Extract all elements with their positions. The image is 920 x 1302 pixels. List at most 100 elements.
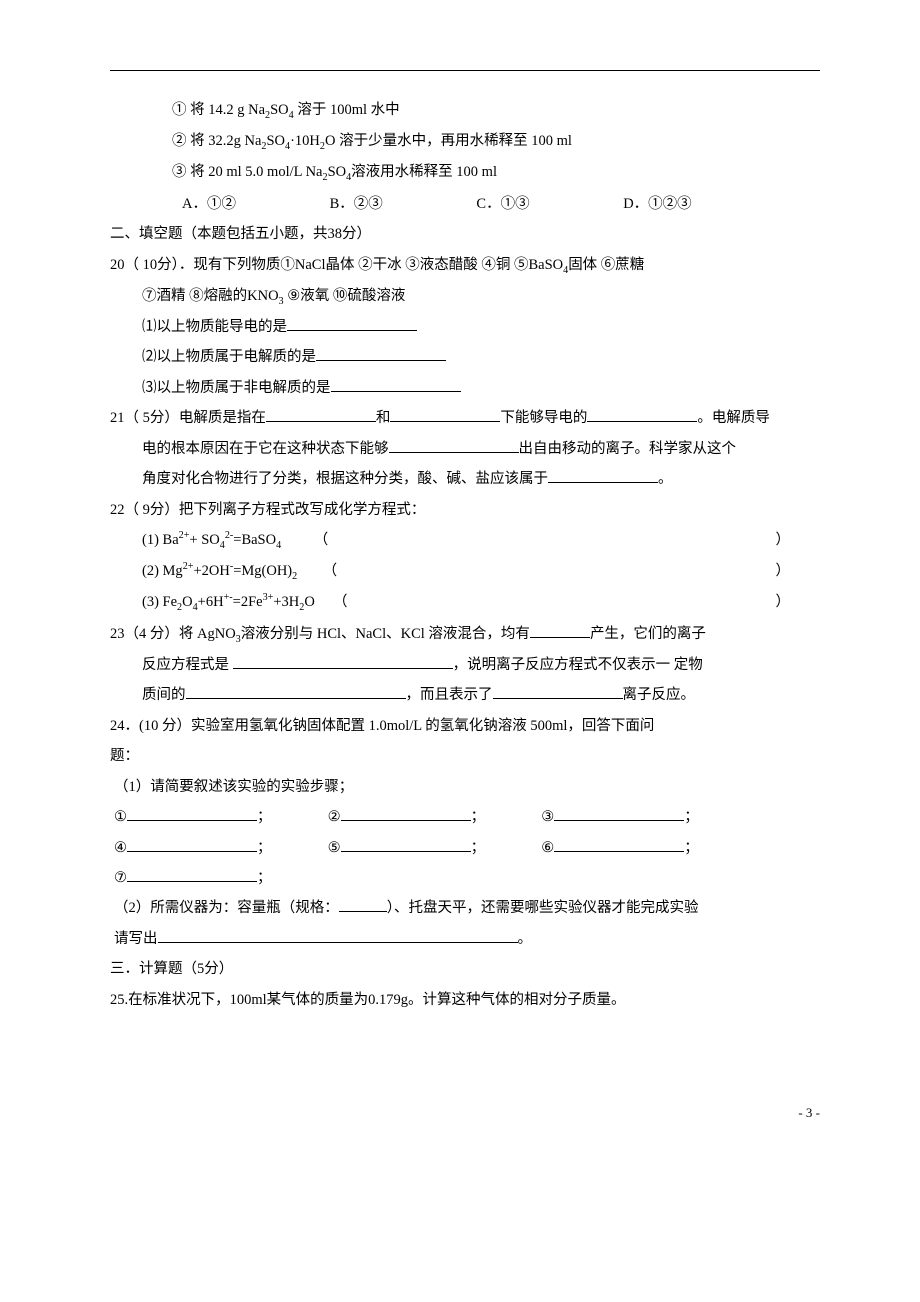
text: =Mg(OH) — [233, 563, 292, 579]
text: ⑨液氧 ⑩硫酸溶液 — [284, 288, 406, 304]
text: 21（ 5分）电解质是指在 — [110, 410, 266, 426]
text: (1) Ba — [142, 532, 179, 548]
q24-steps-row3: ⑦； — [110, 863, 820, 893]
text: 溶于 100ml 水中 — [294, 102, 400, 118]
sub: 2 — [292, 571, 297, 582]
q19-opt1: ① 将 14.2 g Na2SO4 溶于 100ml 水中 — [110, 95, 820, 126]
semi: ； — [684, 809, 699, 825]
sup: +- — [224, 593, 233, 604]
num: ① — [114, 809, 127, 825]
text: (3) Fe — [142, 594, 177, 610]
semi: ； — [684, 840, 699, 856]
text: ）、托盘天平，还需要哪些实验仪器才能完成实验 — [387, 900, 699, 916]
blank — [266, 407, 376, 423]
blank — [233, 653, 453, 669]
q21-line3: 角度对化合物进行了分类，根据这种分类，酸、碱、盐应该属于 。 — [110, 464, 820, 494]
blank — [341, 806, 471, 822]
text: 固体 ⑥蔗糖 — [568, 257, 644, 273]
num: ⑤ — [328, 840, 341, 856]
text: 23（4 分）将 AgNO — [110, 626, 236, 642]
q24-p2-line1: （2）所需仪器为：容量瓶（规格： ）、托盘天平，还需要哪些实验仪器才能完成实验 — [110, 893, 820, 923]
text: 。 — [518, 931, 533, 947]
text: 请写出 — [114, 931, 158, 947]
choice-d: D．①②③ — [623, 189, 691, 219]
blank — [530, 622, 590, 638]
text: 出自由移动的离子。科学家从这个 — [519, 441, 737, 457]
q19-opt2: ② 将 32.2g Na2SO4·10H2O 溶于少量水中，再用水稀释至 100… — [110, 126, 820, 157]
text: O 溶于少量水中，再用水稀释至 100 ml — [325, 133, 572, 149]
q24-line2: 题： — [110, 741, 820, 771]
blank — [548, 468, 658, 484]
text: ⑵以上物质属于电解质的是 — [142, 349, 316, 365]
q20-2: ⑵以上物质属于电解质的是 — [110, 342, 820, 372]
page-footer: - 3 - — [0, 1105, 920, 1121]
blank — [127, 836, 257, 852]
q24-steps-row2: ④； ⑤ ； ⑥； — [110, 833, 820, 863]
blank — [127, 806, 257, 822]
semi: ； — [257, 840, 272, 856]
q24-line1: 24．(10 分）实验室用氢氧化钠固体配置 1.0mol/L 的氢氧化钠溶液 5… — [110, 711, 820, 741]
blank — [554, 806, 684, 822]
q22-eq3: (3) Fe2O4+6H+-=2Fe3++3H2O （ ） — [110, 587, 820, 618]
step-6: ⑥； — [541, 833, 751, 863]
blank — [587, 407, 697, 423]
choice-b: B．②③ — [330, 189, 383, 219]
blank — [127, 866, 257, 882]
blank — [287, 315, 417, 331]
lparen: （ — [333, 594, 348, 610]
blank — [389, 437, 519, 453]
text: =BaSO — [233, 532, 276, 548]
num: ③ — [541, 809, 554, 825]
lparen: （ — [314, 532, 329, 548]
q23-line3: 质间的 ，而且表示了 离子反应。 — [110, 680, 820, 710]
sup: 3+ — [263, 593, 274, 604]
semi: ； — [257, 870, 272, 886]
q25: 25.在标准状况下，100ml某气体的质量为0.179g。计算这种气体的相对分子… — [110, 985, 820, 1015]
semi: ； — [257, 809, 272, 825]
num: ② — [328, 809, 341, 825]
rparen: ） — [776, 525, 791, 555]
step-4: ④； — [114, 833, 324, 863]
q21-line2: 电的根本原因在于它在这种状态下能够出自由移动的离子。科学家从这个 — [110, 434, 820, 464]
text: 溶液分别与 HCl、NaCl、KCl 溶液混合，均有 — [241, 626, 530, 642]
text: ③ 将 20 ml 5.0 mol/L Na — [172, 164, 323, 180]
step-1: ①； — [114, 802, 324, 832]
q19-opt3: ③ 将 20 ml 5.0 mol/L Na2SO4溶液用水稀释至 100 ml — [110, 157, 820, 188]
choice-c: C．①③ — [476, 189, 529, 219]
text: 。 — [658, 471, 673, 487]
q22-eq2: (2) Mg2++2OH-=Mg(OH)2 （ ） — [110, 556, 820, 587]
sup: 2+ — [183, 561, 194, 572]
num: ⑦ — [114, 870, 127, 886]
text: ⑶以上物质属于非电解质的是 — [142, 380, 331, 396]
rparen: ） — [776, 587, 791, 617]
text: 质间的 — [142, 687, 186, 703]
text: SO — [328, 164, 347, 180]
text: 和 — [376, 410, 391, 426]
text: ·10H — [290, 133, 320, 149]
blank — [339, 897, 387, 913]
text: 下能够导电的 — [500, 410, 587, 426]
text: 反应方程式是 — [142, 657, 233, 673]
text: 。电解质导 — [697, 410, 770, 426]
q19-choices: A．①② B．②③ C．①③ D．①②③ — [110, 189, 820, 219]
text: ① 将 14.2 g Na — [172, 102, 265, 118]
text: SO — [266, 133, 285, 149]
text: 角度对化合物进行了分类，根据这种分类，酸、碱、盐应该属于 — [142, 471, 548, 487]
blank — [331, 376, 461, 392]
sup: 2- — [225, 530, 233, 541]
text: （2）所需仪器为：容量瓶（规格： — [114, 900, 339, 916]
section-2-header: 二、填空题（本题包括五小题，共38分） — [110, 219, 820, 249]
text: +3H — [273, 594, 299, 610]
text: ，而且表示了 — [406, 687, 493, 703]
step-7: ⑦； — [114, 863, 324, 893]
choice-a: A．①② — [182, 189, 236, 219]
text: O — [182, 594, 192, 610]
text: 离子反应。 — [623, 687, 696, 703]
text: SO — [270, 102, 289, 118]
sub: 4 — [276, 540, 281, 551]
text: 产生，它们的离子 — [590, 626, 706, 642]
text: (2) Mg — [142, 563, 183, 579]
q24-steps-row1: ①； ②； ③； — [110, 802, 820, 832]
q23-line2: 反应方程式是 ，说明离子反应方程式不仅表示一 定物 — [110, 650, 820, 680]
semi: ； — [471, 809, 486, 825]
